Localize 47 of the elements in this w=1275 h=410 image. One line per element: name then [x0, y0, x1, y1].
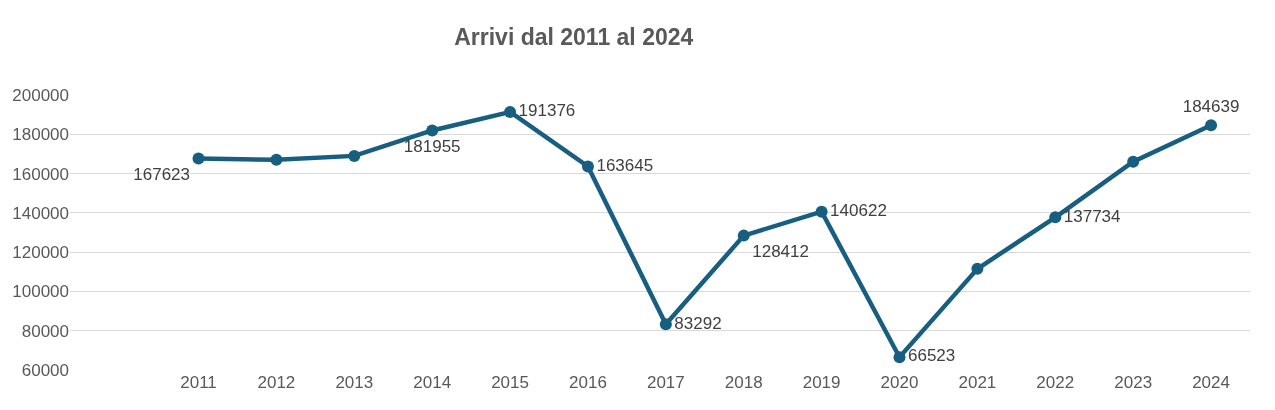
- point: [192, 152, 205, 165]
- y-tick-label: 180000: [12, 125, 69, 145]
- data-label: 66523: [908, 346, 956, 366]
- x-tick-label: 2017: [646, 373, 685, 392]
- x-tick-label: 2019: [802, 373, 841, 392]
- y-tick-label: 60000: [21, 360, 69, 380]
- y-tick-label: 100000: [12, 282, 69, 302]
- y-tick-label: 80000: [21, 321, 69, 341]
- x-tick-label: 2012: [257, 373, 296, 392]
- x-tick-label: 2023: [1114, 373, 1153, 392]
- y-tick-label: 160000: [12, 164, 69, 184]
- y-tick-label: 200000: [12, 85, 69, 105]
- x-tick-label: 2020: [880, 373, 919, 392]
- point: [971, 262, 984, 275]
- point: [1127, 155, 1140, 168]
- data-label: 140622: [830, 200, 887, 220]
- point: [581, 160, 594, 173]
- point: [348, 149, 361, 162]
- point: [815, 205, 828, 218]
- chart-title: Arrivi dal 2011 al 2024: [454, 23, 694, 50]
- y-tick-label: 120000: [12, 243, 69, 263]
- data-label: 191376: [518, 101, 576, 121]
- x-tick-label: 2013: [335, 373, 374, 392]
- point: [1049, 211, 1062, 224]
- data-label: 163645: [596, 155, 654, 175]
- point: [270, 153, 283, 166]
- x-tick-label: 2024: [1192, 373, 1230, 392]
- x-tick-label: 2011: [180, 373, 217, 392]
- x-tick-label: 2022: [1036, 373, 1075, 392]
- point: [659, 318, 672, 331]
- data-label: 184639: [1182, 97, 1240, 117]
- x-tick-label: 2021: [958, 373, 997, 392]
- point: [426, 124, 439, 137]
- data-label: 137734: [1063, 206, 1121, 226]
- x-tick-label: 2014: [413, 373, 452, 392]
- point: [737, 229, 750, 242]
- x-tick-label: 2016: [569, 373, 607, 392]
- data-label: 83292: [674, 313, 722, 333]
- point: [1205, 119, 1218, 132]
- data-label: 128412: [752, 241, 809, 261]
- y-tick-label: 140000: [12, 203, 69, 223]
- point: [893, 351, 906, 364]
- x-tick-label: 2015: [491, 373, 529, 392]
- data-label: 181955: [403, 136, 461, 156]
- x-tick-label: 2018: [724, 373, 763, 392]
- data-label: 167623: [133, 164, 191, 184]
- point: [504, 105, 517, 118]
